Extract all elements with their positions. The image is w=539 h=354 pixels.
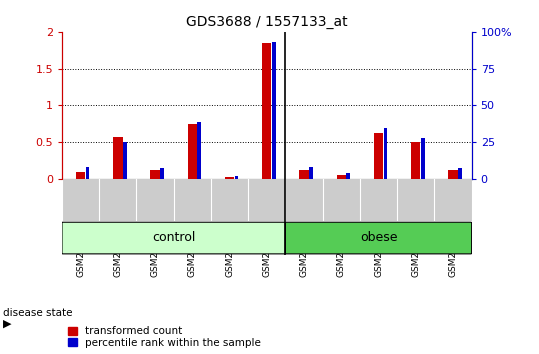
Bar	[234, 176, 238, 179]
Bar	[411, 142, 420, 179]
Text: disease state: disease state	[3, 308, 72, 318]
Bar	[262, 43, 272, 179]
Bar	[421, 138, 425, 179]
Bar	[448, 170, 458, 179]
Bar	[374, 133, 383, 179]
Bar	[160, 168, 164, 179]
Bar	[76, 172, 85, 179]
FancyBboxPatch shape	[286, 222, 472, 254]
Bar	[309, 167, 313, 179]
Bar	[384, 127, 388, 179]
FancyBboxPatch shape	[62, 222, 286, 254]
Bar	[347, 173, 350, 179]
Bar	[188, 124, 197, 179]
Bar	[123, 142, 127, 179]
Text: control: control	[152, 231, 196, 244]
Legend: transformed count, percentile rank within the sample: transformed count, percentile rank withi…	[67, 325, 262, 349]
Bar	[225, 177, 234, 179]
Bar	[458, 168, 462, 179]
Text: ▶: ▶	[3, 319, 11, 329]
Bar	[86, 167, 89, 179]
Bar	[197, 122, 201, 179]
Title: GDS3688 / 1557133_at: GDS3688 / 1557133_at	[186, 16, 348, 29]
Bar	[150, 170, 160, 179]
Bar	[337, 176, 346, 179]
Bar	[299, 170, 309, 179]
Text: obese: obese	[360, 231, 397, 244]
Bar	[272, 42, 275, 179]
Bar	[113, 137, 122, 179]
